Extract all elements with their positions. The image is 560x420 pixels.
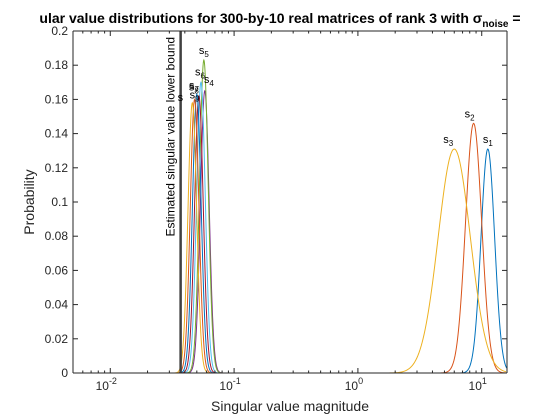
series-line-s2 xyxy=(437,122,507,374)
title-subscript: noise xyxy=(482,19,509,30)
y-axis-label: Probability xyxy=(21,169,37,234)
y-tick-label: 0.04 xyxy=(45,298,69,312)
series-line-s6 xyxy=(181,81,221,374)
y-tick-label: 0.18 xyxy=(45,58,69,72)
y-tick-label: 0.2 xyxy=(51,24,68,38)
x-tick-label: 10-2 xyxy=(96,376,117,393)
series-line-s10 xyxy=(172,101,212,374)
series-line-s5 xyxy=(184,58,224,374)
y-tick-label: 0.02 xyxy=(45,332,69,346)
title-main: ular value distributions for 300-by-10 r… xyxy=(39,10,482,26)
y-tick-label: 0.1 xyxy=(51,195,68,209)
series-label-s8: s8 xyxy=(189,81,200,95)
series-label-s7: s7 xyxy=(189,80,200,94)
series-label-s6: s6 xyxy=(195,66,206,80)
x-tick-label: 10-1 xyxy=(219,376,240,393)
chart-title: ular value distributions for 300-by-10 r… xyxy=(39,10,520,30)
series-label-s2: s2 xyxy=(465,108,476,122)
y-tick-label: 0.16 xyxy=(45,92,69,106)
y-axis-ticks: 0 0.02 0.04 0.06 0.08 0.1 0.12 0.14 0.16 0.18 0.2 xyxy=(45,24,507,380)
x-tick-label: 101 xyxy=(469,376,487,393)
lower-bound-label: Estimated singular value lower bound xyxy=(164,37,178,236)
y-tick-label: 0.08 xyxy=(45,229,69,243)
plot-area xyxy=(73,31,507,373)
y-tick-label: 0.14 xyxy=(45,127,69,141)
series-label-s4: s4 xyxy=(204,74,215,88)
x-axis-ticks: 10-2 10-1 100 101 xyxy=(72,31,487,393)
series-label-s3: s3 xyxy=(443,134,454,148)
x-tick-label: 100 xyxy=(345,376,363,393)
title-tail: = xyxy=(508,10,520,26)
series-line-s3 xyxy=(381,148,507,374)
series-line-s4 xyxy=(185,89,225,374)
series-line-s8 xyxy=(177,93,217,374)
y-tick-label: 0.12 xyxy=(45,161,69,175)
series-label-s5: s5 xyxy=(199,45,210,59)
series-line-s7 xyxy=(179,94,219,374)
series-layer xyxy=(172,58,508,374)
lower-bound-layer: Estimated singular value lower bound xyxy=(164,31,182,373)
series-label-s9: s9 xyxy=(190,89,201,103)
x-axis-label: Singular value magnitude xyxy=(211,398,369,414)
y-tick-label: 0 xyxy=(61,366,68,380)
series-label-s1: s1 xyxy=(483,134,494,148)
y-tick-label: 0.06 xyxy=(45,263,69,277)
plot-background xyxy=(73,31,507,373)
series-label-s10: s xyxy=(178,92,184,104)
